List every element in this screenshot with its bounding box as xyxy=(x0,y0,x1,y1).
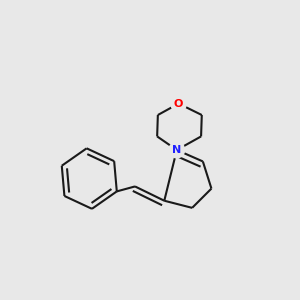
Text: O: O xyxy=(174,99,183,109)
Circle shape xyxy=(169,142,184,158)
Circle shape xyxy=(171,96,186,111)
Text: N: N xyxy=(172,145,182,155)
